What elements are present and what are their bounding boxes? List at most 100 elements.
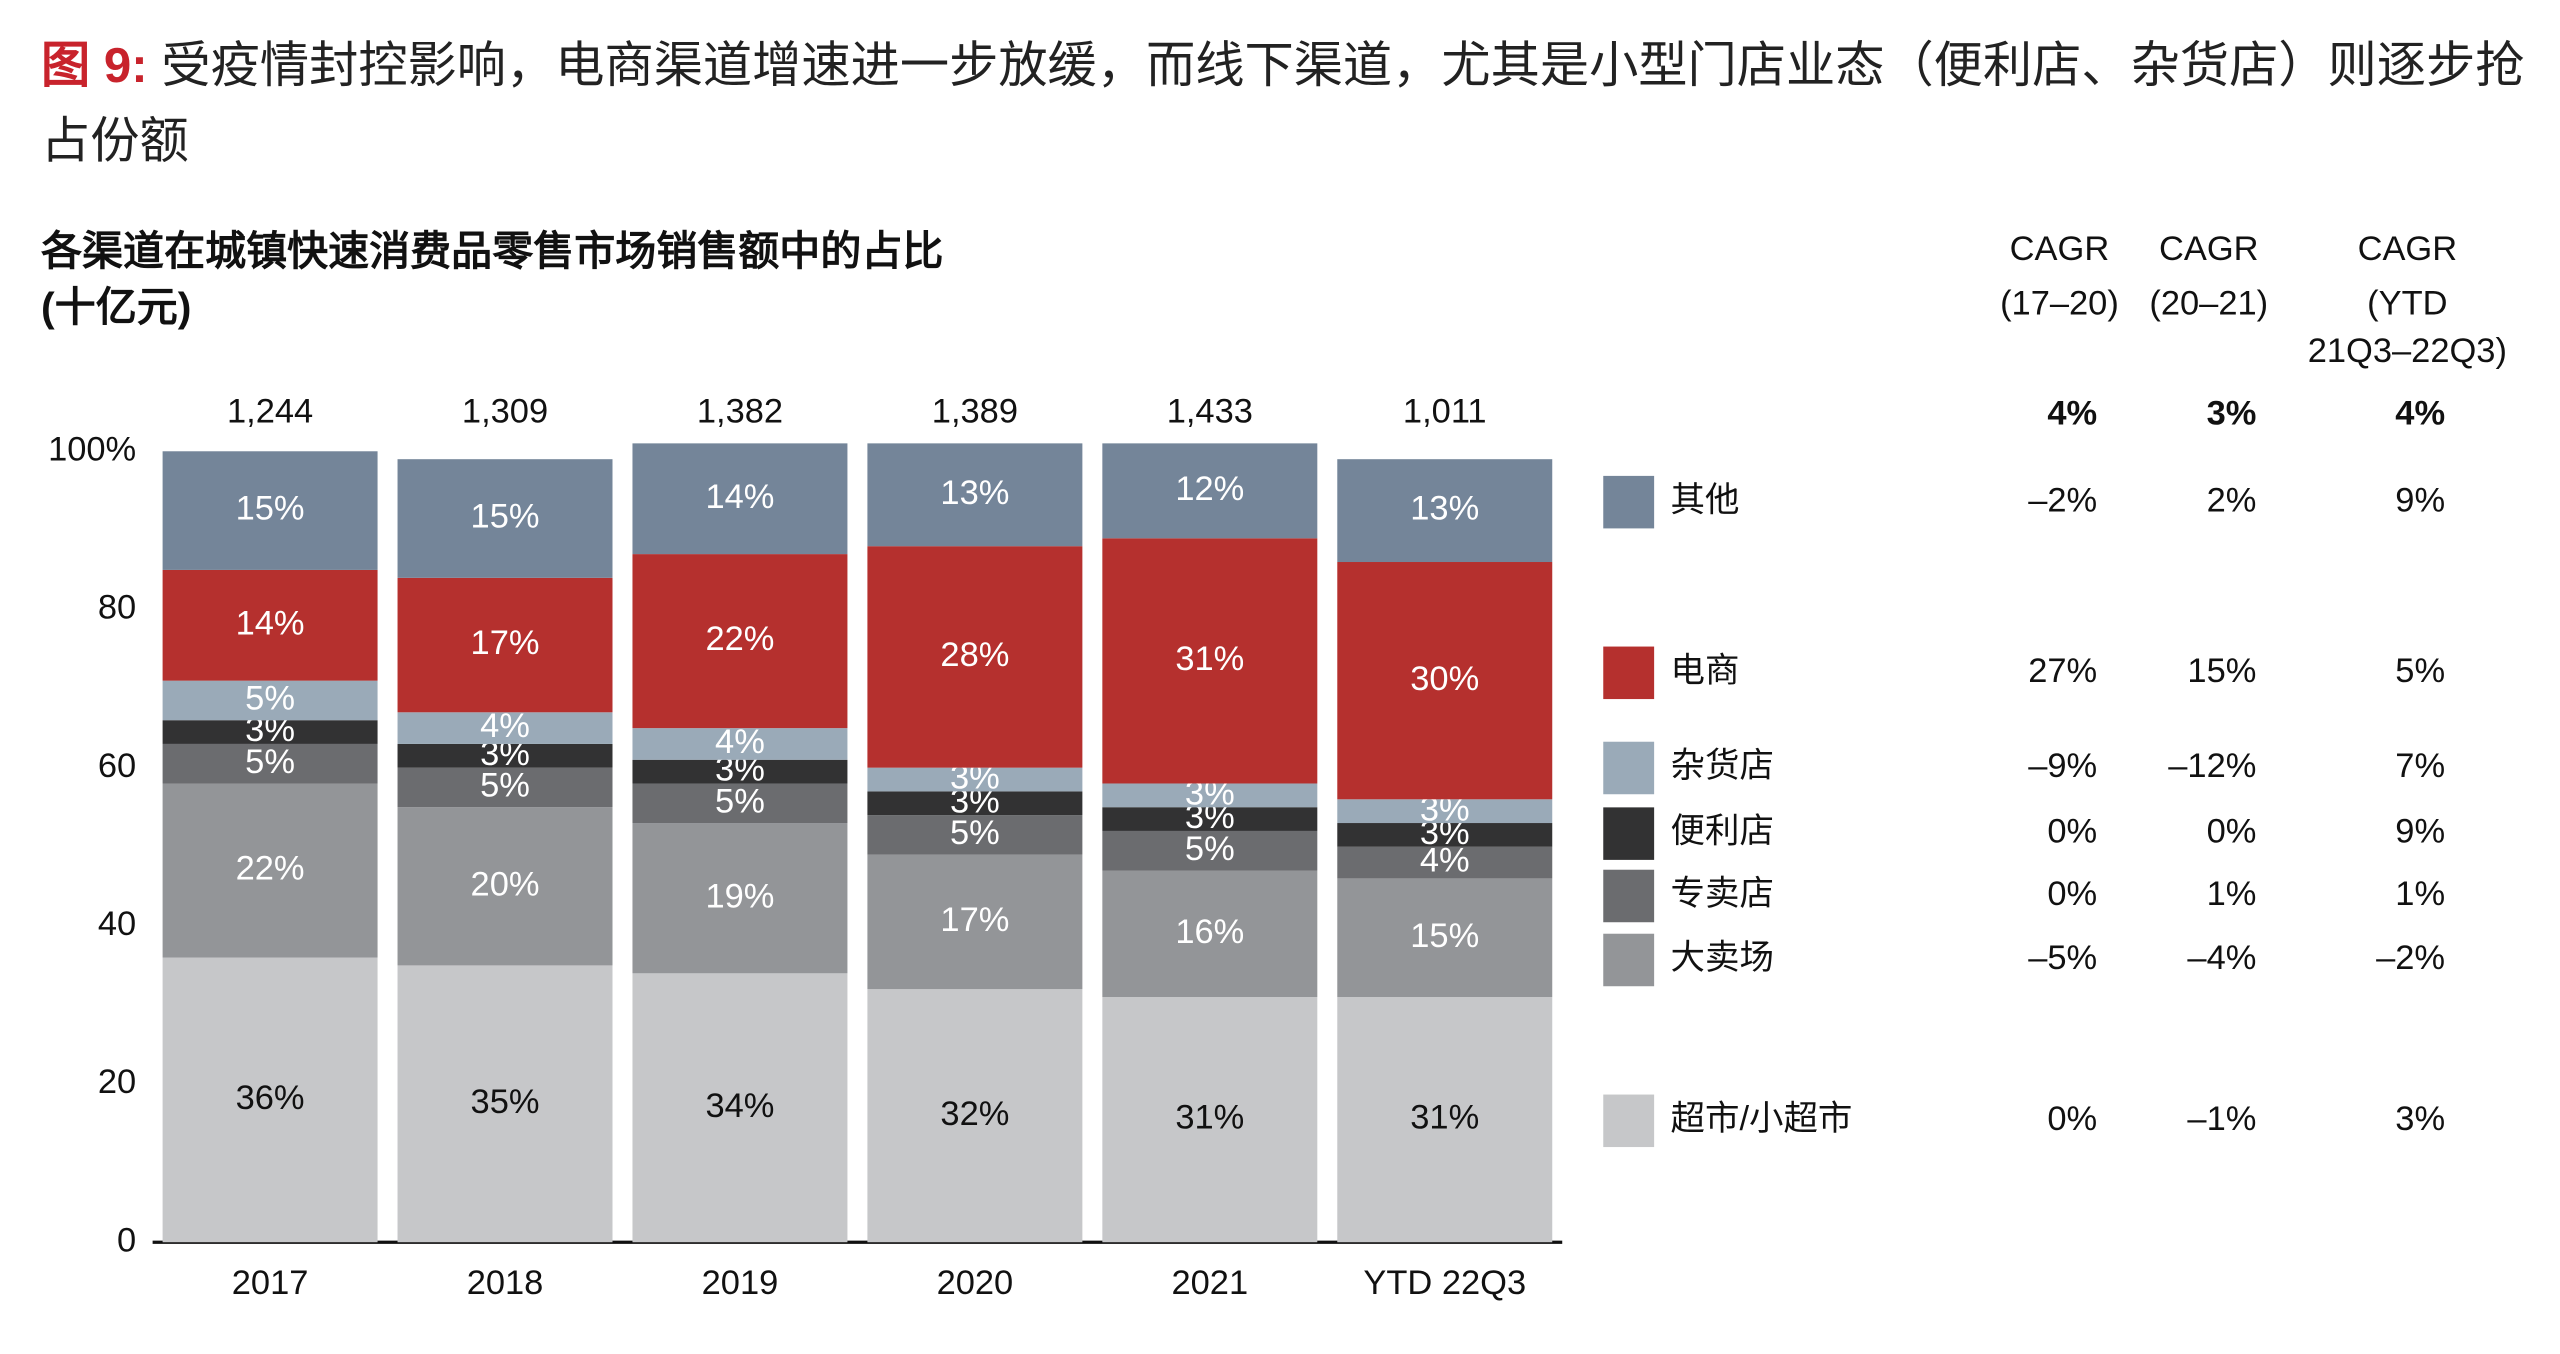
cagr-total: 4% xyxy=(2047,394,2097,432)
value-label: 4% xyxy=(1420,842,1470,880)
total-label: 1,011 xyxy=(1403,393,1487,431)
bar-segment xyxy=(632,554,848,729)
value-label: 31% xyxy=(1410,1099,1479,1137)
value-label: 5% xyxy=(245,743,295,781)
total-label: 1,382 xyxy=(697,393,783,431)
bar-segment xyxy=(867,854,1083,990)
legend-swatch xyxy=(1603,475,1655,529)
cagr-total: 3% xyxy=(2207,394,2257,432)
value-label: 35% xyxy=(471,1083,540,1121)
bar-segment xyxy=(632,728,848,760)
bar-segment xyxy=(867,815,1083,855)
legend-swatch xyxy=(1603,1094,1655,1148)
value-label: 17% xyxy=(940,901,1009,939)
value-label: 16% xyxy=(1175,913,1244,951)
bar-segment xyxy=(162,569,378,681)
value-label: 31% xyxy=(1175,640,1244,678)
figure-label: 图 9: xyxy=(41,39,148,94)
bar-segment xyxy=(1337,823,1553,847)
x-tick-label: 2021 xyxy=(1171,1264,1248,1302)
x-tick-label: 2019 xyxy=(702,1264,779,1302)
cagr-value: 27% xyxy=(2028,652,2097,690)
x-tick-label: 2020 xyxy=(937,1264,1014,1302)
bar-segment xyxy=(397,577,613,713)
value-label: 14% xyxy=(236,604,305,642)
bar-segment xyxy=(867,989,1083,1243)
chart-unit: (十亿元) xyxy=(41,284,191,330)
value-label: 31% xyxy=(1175,1099,1244,1137)
value-label: 28% xyxy=(940,636,1009,674)
y-tick-label: 80 xyxy=(98,589,136,627)
bar-segment xyxy=(162,720,378,744)
y-tick-label: 60 xyxy=(98,747,136,785)
y-tick-label: 100% xyxy=(48,430,136,468)
x-tick-label: 2018 xyxy=(467,1264,544,1302)
cagr-value: 0% xyxy=(2047,813,2097,851)
bar-segment xyxy=(1337,997,1553,1243)
total-label: 1,309 xyxy=(462,393,548,431)
cagr-header: 21Q3–22Q3) xyxy=(2308,332,2507,370)
cagr-value: 5% xyxy=(2395,652,2445,690)
bar-segment xyxy=(397,807,613,966)
value-label: 15% xyxy=(471,498,540,536)
bar-segment xyxy=(162,783,378,958)
y-tick-label: 20 xyxy=(98,1063,136,1101)
value-label: 13% xyxy=(1410,490,1479,528)
cagr-value: –12% xyxy=(2168,747,2256,785)
cagr-value: 1% xyxy=(2395,875,2445,913)
bar-segment xyxy=(1102,830,1318,871)
cagr-total: 4% xyxy=(2395,394,2445,432)
cagr-value: 0% xyxy=(2207,813,2257,851)
cagr-header: (YTD xyxy=(2367,284,2447,322)
cagr-value: 3% xyxy=(2395,1100,2445,1138)
legend-label: 电商 xyxy=(1671,652,1740,690)
cagr-header: CAGR xyxy=(2010,230,2110,268)
value-label: 5% xyxy=(480,767,530,805)
cagr-value: 0% xyxy=(2047,875,2097,913)
total-label: 1,244 xyxy=(227,393,313,431)
value-label: 4% xyxy=(480,707,530,745)
value-label: 22% xyxy=(236,850,305,888)
bar-segment xyxy=(1102,538,1318,784)
cagr-value: 7% xyxy=(2395,747,2445,785)
cagr-value: 15% xyxy=(2187,652,2256,690)
cagr-value: 2% xyxy=(2207,481,2257,519)
total-label: 1,389 xyxy=(932,393,1018,431)
cagr-value: 9% xyxy=(2395,813,2445,851)
cagr-header: CAGR xyxy=(2159,230,2259,268)
bar-segment xyxy=(397,767,613,808)
bar-segment xyxy=(1337,562,1553,800)
cagr-value: 1% xyxy=(2207,875,2257,913)
value-label: 5% xyxy=(715,782,765,820)
value-label: 32% xyxy=(940,1095,1009,1133)
value-label: 15% xyxy=(236,490,305,528)
bar-segment xyxy=(162,451,378,570)
bar-segment xyxy=(1102,443,1318,539)
value-label: 30% xyxy=(1410,660,1479,698)
figure-title: 受疫情封控影响，电商渠道增速进一步放缓，而线下渠道，尤其是小型门店业态（便利店、… xyxy=(41,39,2525,170)
y-tick-label: 40 xyxy=(98,905,136,943)
value-label: 22% xyxy=(705,620,774,658)
value-label: 5% xyxy=(245,680,295,718)
value-label: 36% xyxy=(236,1079,305,1117)
value-label: 12% xyxy=(1175,470,1244,508)
bar-segment xyxy=(162,957,378,1243)
bar-segment xyxy=(162,743,378,784)
legend-swatch xyxy=(1603,807,1655,860)
value-label: 15% xyxy=(1410,917,1479,955)
legend-label: 超市/小超市 xyxy=(1671,1100,1853,1138)
heading: 图 9: 受疫情封控影响，电商渠道增速进一步放缓，而线下渠道，尤其是小型门店业态… xyxy=(41,30,2544,181)
cagr-header: CAGR xyxy=(2358,230,2458,268)
bar-segment xyxy=(632,759,848,784)
x-tick-label: YTD 22Q3 xyxy=(1363,1264,1526,1302)
cagr-value: –2% xyxy=(2028,481,2097,519)
value-label: 19% xyxy=(705,877,774,915)
bar-segment xyxy=(632,823,848,974)
value-label: 17% xyxy=(471,624,540,662)
value-label: 13% xyxy=(940,474,1009,512)
bar-segment xyxy=(632,443,848,555)
chart-title: 各渠道在城镇快速消费品零售市场销售额中的占比 xyxy=(41,228,943,274)
bar-segment xyxy=(867,546,1083,768)
bar-segment xyxy=(632,973,848,1243)
